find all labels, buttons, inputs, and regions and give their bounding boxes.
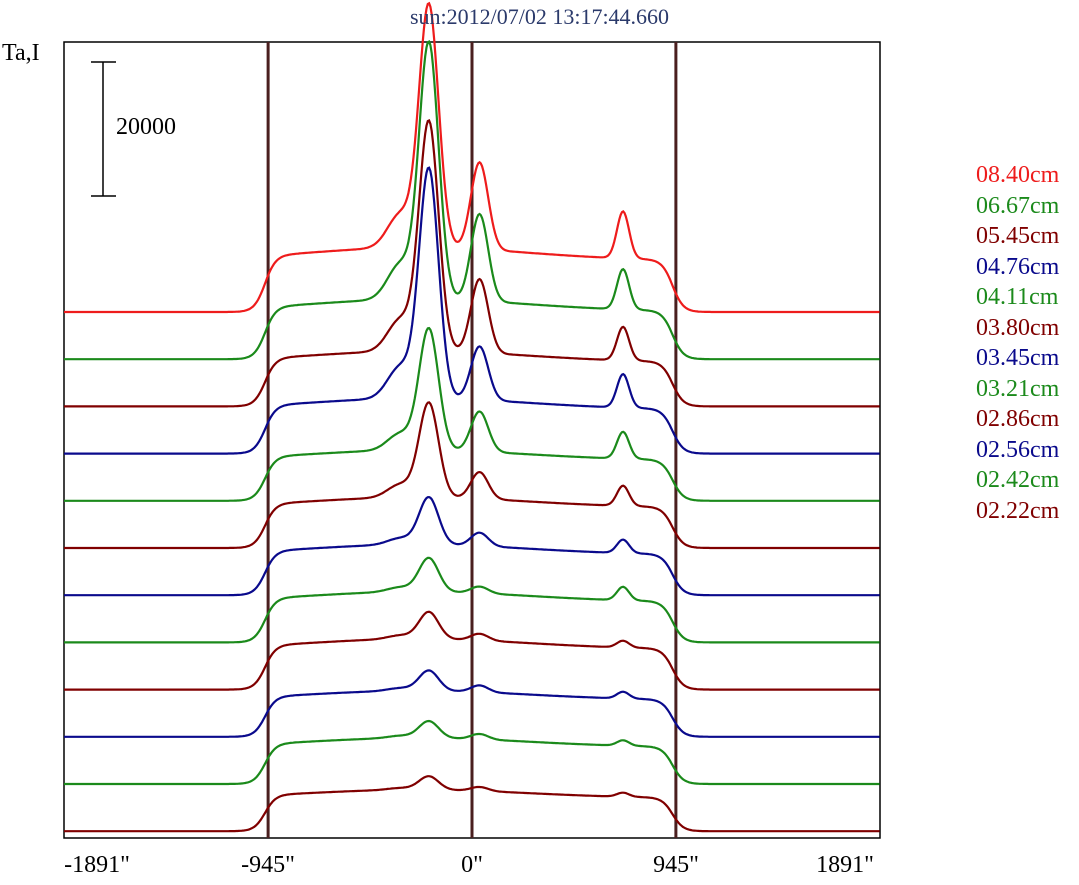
legend: 08.40cm 06.67cm 05.45cm 04.76cm 04.11cm …	[976, 160, 1059, 526]
legend-item-0345: 03.45cm	[976, 345, 1060, 371]
x-tick-label-4: 945"	[653, 852, 699, 878]
profile-curve-3	[64, 119, 880, 408]
y-axis-label: Ta,I	[2, 40, 40, 66]
profile-curve-11	[64, 719, 880, 786]
x-tick-label-1: -1891"	[64, 852, 130, 878]
profile-curves	[64, 1, 880, 833]
profile-curve-4	[64, 166, 880, 455]
legend-item-0411: 04.11cm	[976, 284, 1059, 310]
profile-curve-5	[64, 326, 880, 502]
legend-item-0545: 05.45cm	[976, 223, 1060, 249]
chart-title: sun:2012/07/02 13:17:44.660	[409, 4, 670, 29]
profile-curve-2	[64, 40, 880, 361]
legend-item-0840: 08.40cm	[976, 162, 1060, 188]
legend-item-0321: 03.21cm	[976, 375, 1060, 402]
profile-curve-7	[64, 495, 880, 597]
legend-item-0242: 02.42cm	[976, 467, 1060, 493]
x-tick-label-2: -945"	[241, 852, 295, 878]
scale-bar	[91, 61, 116, 197]
legend-item-0476: 04.76cm	[976, 253, 1060, 280]
profile-curve-1	[64, 1, 880, 314]
x-tick-label-5: 1891"	[816, 852, 874, 878]
legend-item-0256: 02.56cm	[976, 436, 1060, 463]
profile-curve-8	[64, 556, 880, 644]
reference-lines	[266, 42, 678, 838]
legend-item-0222: 02.22cm	[976, 497, 1060, 524]
legend-item-0667: 06.67cm	[976, 192, 1060, 219]
profile-curve-9	[64, 610, 880, 691]
legend-item-0380: 03.80cm	[976, 314, 1060, 341]
x-tick-label-3: 0"	[461, 852, 483, 878]
scale-bar-label: 20000	[116, 114, 176, 140]
profile-curve-12	[64, 775, 880, 833]
legend-item-0286: 02.86cm	[976, 406, 1060, 432]
profile-curve-10	[64, 669, 880, 738]
profile-curve-6	[64, 401, 880, 550]
